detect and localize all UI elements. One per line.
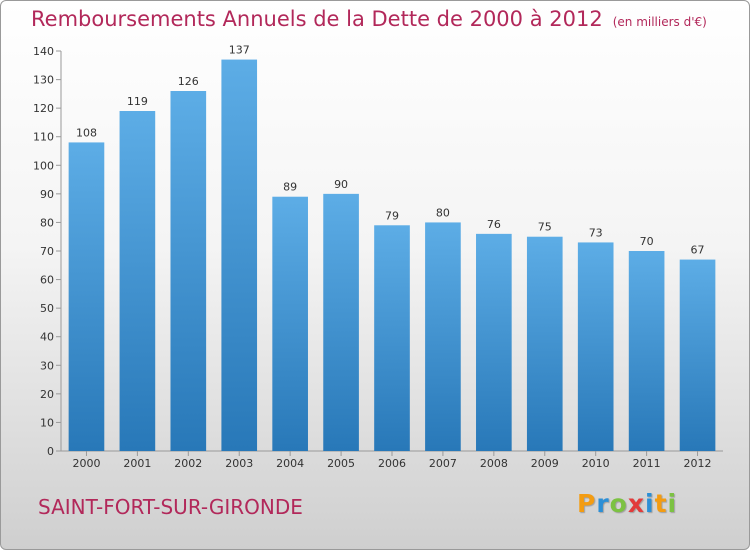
bar: [476, 233, 512, 451]
bar-value-label: 75: [538, 221, 552, 234]
bar-value-label: 108: [76, 126, 97, 139]
logo-letter: r: [596, 489, 610, 518]
bar: [170, 91, 207, 451]
x-tick-label: 2002: [174, 457, 202, 470]
bar: [221, 59, 258, 451]
y-tick-label: 130: [33, 74, 54, 87]
logo-letter: o: [609, 489, 628, 518]
y-tick-label: 0: [47, 445, 54, 458]
bar-value-label: 90: [334, 178, 348, 191]
x-tick-label: 2011: [633, 457, 661, 470]
y-tick-label: 40: [40, 331, 54, 344]
data-labels: 108 119 126 137 89 90 79 80 76 75 73 70 67: [76, 44, 705, 257]
commune-name: SAINT-FORT-SUR-GIRONDE: [38, 495, 303, 519]
y-tick-label: 30: [40, 359, 54, 372]
y-tick-label: 110: [33, 131, 54, 144]
logo-letter: t: [654, 489, 668, 518]
bar: [679, 259, 716, 451]
bar: [425, 222, 461, 451]
logo-letter: i: [667, 489, 678, 518]
bar: [68, 142, 105, 451]
bar-value-label: 76: [487, 218, 501, 231]
bar: [272, 196, 308, 451]
bar-value-label: 73: [589, 226, 603, 239]
logo-letter: P: [577, 489, 597, 518]
y-tick-label: 20: [40, 388, 54, 401]
chart-title: Remboursements Annuels de la Dette de 20…: [31, 7, 707, 31]
y-tick-label: 100: [33, 159, 54, 172]
x-tick-label: 2005: [327, 457, 355, 470]
y-tick-label: 140: [33, 45, 54, 58]
x-tick-label: 2008: [480, 457, 508, 470]
x-tick-label: 2006: [378, 457, 406, 470]
bar: [119, 111, 156, 451]
bar-value-label: 119: [127, 95, 148, 108]
bar: [374, 225, 410, 451]
bar: [323, 193, 359, 451]
proxiti-logo: Proxiti: [577, 489, 677, 518]
bar-value-label: 79: [385, 209, 399, 222]
bar-value-label: 126: [178, 75, 199, 88]
x-tick-label: 2007: [429, 457, 457, 470]
chart-unit: (en milliers d'€): [612, 15, 707, 29]
bar-value-label: 137: [229, 44, 250, 57]
x-tick-label: 2001: [123, 457, 151, 470]
y-tick-label: 90: [40, 188, 54, 201]
x-tick-label: 2004: [276, 457, 304, 470]
bar-value-label: 67: [691, 244, 705, 257]
bar-series: [68, 59, 716, 451]
x-tick-label: 2003: [225, 457, 253, 470]
logo-letter: i: [645, 489, 655, 518]
bar: [577, 242, 614, 451]
logo-letter: x: [627, 489, 645, 518]
chart-title-text: Remboursements Annuels de la Dette de 20…: [31, 7, 603, 31]
x-tick-label: 2010: [582, 457, 610, 470]
y-tick-label: 120: [33, 102, 54, 115]
x-tick-label: 2009: [531, 457, 559, 470]
y-tick-label: 70: [40, 245, 54, 258]
bar-value-label: 89: [283, 181, 297, 194]
bar: [628, 251, 665, 451]
bar-value-label: 80: [436, 206, 450, 219]
x-tick-label: 2012: [684, 457, 712, 470]
y-tick-label: 10: [40, 416, 54, 429]
bar: [526, 236, 563, 451]
y-tick-label: 80: [40, 216, 54, 229]
bar-value-label: 70: [640, 235, 654, 248]
y-tick-label: 50: [40, 302, 54, 315]
x-axis: 2000 2001 2002 2003 2004 2005 2006 2007 2008 2009…: [61, 450, 723, 470]
y-axis: 0 10 20 30 40 50 60 70 80 90 100 110 120 130 140: [33, 45, 62, 458]
x-tick-label: 2000: [72, 457, 100, 470]
y-tick-label: 60: [40, 274, 54, 287]
